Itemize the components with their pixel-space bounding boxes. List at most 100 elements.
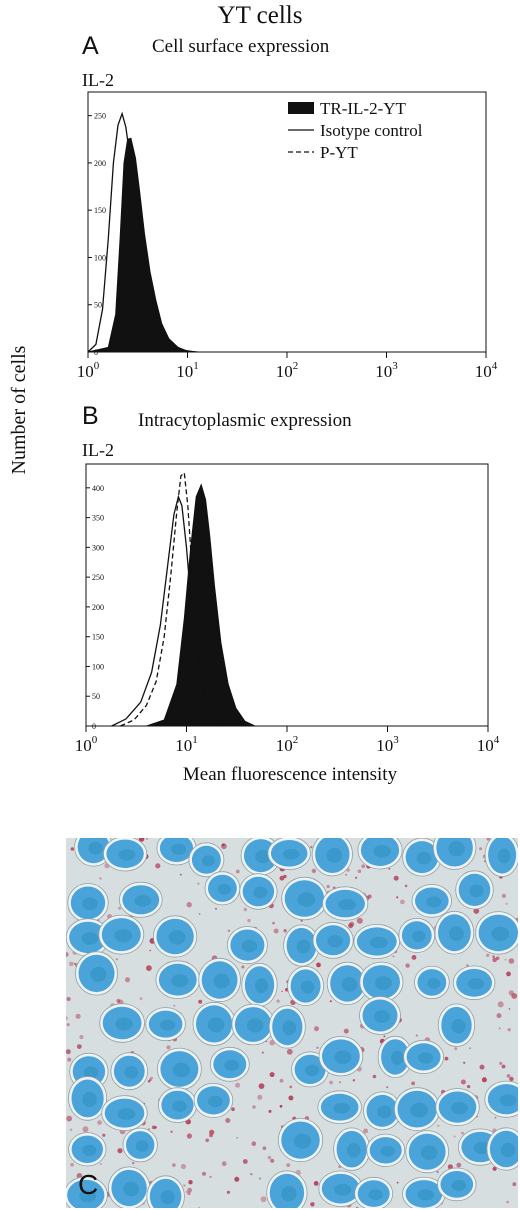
cell-nucleolus bbox=[497, 848, 511, 864]
cell-nucleolus bbox=[124, 1066, 139, 1079]
stain-speck bbox=[286, 1048, 293, 1055]
stain-speck bbox=[146, 965, 152, 971]
cell-nucleolus bbox=[254, 978, 269, 994]
stain-speck bbox=[272, 921, 275, 925]
series-solid-b bbox=[111, 494, 220, 727]
y-tick-label: 200 bbox=[94, 159, 106, 168]
cell-nucleolus bbox=[416, 851, 432, 865]
stain-speck bbox=[251, 1141, 257, 1146]
cell-nucleolus bbox=[300, 980, 315, 994]
stain-speck bbox=[183, 1184, 186, 1187]
cell-nucleolus bbox=[499, 1094, 517, 1107]
stain-speck bbox=[225, 1118, 231, 1123]
stain-speck bbox=[300, 919, 303, 922]
stain-speck bbox=[67, 1057, 72, 1062]
series-filled-a bbox=[87, 137, 199, 353]
cell-nucleolus bbox=[168, 930, 186, 945]
stain-speck bbox=[260, 1196, 267, 1203]
stain-speck bbox=[209, 1175, 212, 1179]
stain-speck bbox=[501, 1064, 506, 1069]
x-tick-label: 101 bbox=[175, 734, 198, 755]
stain-speck bbox=[479, 1064, 485, 1070]
stain-speck bbox=[467, 1085, 471, 1089]
cell-nucleolus bbox=[374, 1010, 390, 1023]
stain-speck bbox=[234, 1176, 240, 1182]
stain-speck bbox=[508, 1008, 511, 1010]
stain-speck bbox=[316, 962, 321, 968]
x-tick-label: 101 bbox=[176, 360, 199, 381]
stain-speck bbox=[221, 843, 227, 850]
micrograph-panel-c: C bbox=[66, 838, 518, 1208]
stain-speck bbox=[66, 997, 71, 1001]
cell-nucleolus bbox=[88, 841, 103, 855]
stain-speck bbox=[454, 1047, 458, 1051]
stain-speck bbox=[262, 1146, 267, 1150]
cell-nucleolus bbox=[217, 883, 231, 895]
x-tick-label: 104 bbox=[475, 360, 498, 381]
series-dashed-b bbox=[120, 471, 220, 727]
cell-nucleolus bbox=[224, 1059, 240, 1071]
cell-nucleolus bbox=[115, 1017, 133, 1031]
y-tick-label: 100 bbox=[92, 662, 104, 671]
cell-nucleolus bbox=[451, 1018, 466, 1034]
stain-speck bbox=[473, 908, 480, 914]
stain-speck bbox=[69, 961, 74, 967]
panel-a-marker-label: IL-2 bbox=[82, 70, 114, 90]
stain-speck bbox=[198, 999, 203, 1004]
stain-speck bbox=[279, 875, 285, 881]
cell-nucleolus bbox=[412, 930, 426, 943]
stain-speck bbox=[313, 1181, 319, 1186]
cell-nucleolus bbox=[296, 939, 311, 954]
cell-nucleolus bbox=[117, 1108, 136, 1120]
stain-speck bbox=[155, 863, 161, 869]
cell-nucleolus bbox=[82, 897, 98, 911]
cell-nucleolus bbox=[410, 1102, 428, 1118]
stain-speck bbox=[116, 998, 121, 1003]
stain-speck bbox=[492, 957, 498, 963]
stain-speck bbox=[242, 1159, 248, 1164]
cell-nucleolus bbox=[469, 884, 484, 898]
y-tick-label: 250 bbox=[92, 573, 104, 582]
cell-nucleolus bbox=[417, 1189, 435, 1201]
stain-speck bbox=[363, 1128, 369, 1134]
stain-speck bbox=[235, 1082, 241, 1088]
cell-nucleolus bbox=[83, 1066, 99, 1079]
stain-speck bbox=[197, 882, 200, 885]
stain-speck bbox=[276, 999, 280, 1003]
panel-a-letter: A bbox=[82, 32, 99, 60]
stain-speck bbox=[117, 1148, 123, 1154]
y-tick-label: 0 bbox=[94, 348, 98, 357]
stain-speck bbox=[453, 1135, 456, 1138]
stain-speck bbox=[99, 877, 102, 880]
stain-speck bbox=[231, 1107, 235, 1111]
stain-speck bbox=[118, 906, 122, 910]
stain-speck bbox=[186, 1133, 192, 1139]
y-tick-label: 350 bbox=[92, 514, 104, 523]
stain-speck bbox=[149, 949, 152, 952]
cell-nucleolus bbox=[390, 1050, 404, 1065]
series-solid-a bbox=[87, 111, 196, 353]
cell-nucleolus bbox=[420, 1145, 438, 1160]
cell-nucleolus bbox=[334, 1050, 352, 1064]
stain-speck bbox=[497, 1001, 504, 1008]
panel-b-letter: B bbox=[82, 402, 99, 430]
stain-speck bbox=[505, 902, 508, 905]
cell-nucleolus bbox=[326, 847, 342, 863]
stain-speck bbox=[66, 1115, 73, 1122]
legend-filled-label: TR-IL-2-YT bbox=[320, 99, 407, 118]
histogram-panel-b: 0 50 100 150 200 250 300 350 400 100 101 102 103 104 bbox=[75, 463, 500, 755]
stain-speck bbox=[221, 1161, 227, 1167]
cell-nucleolus bbox=[334, 1183, 352, 1196]
cell-nucleolus bbox=[491, 926, 510, 942]
stain-speck bbox=[102, 1133, 106, 1137]
stain-speck bbox=[146, 838, 148, 840]
stain-speck bbox=[404, 884, 408, 888]
stain-speck bbox=[214, 907, 218, 910]
y-tick-label: 150 bbox=[94, 206, 106, 215]
cell-nucleolus bbox=[305, 1064, 320, 1077]
stain-speck bbox=[460, 1079, 466, 1085]
stain-speck bbox=[469, 1047, 472, 1050]
stain-speck bbox=[125, 977, 130, 983]
x-tick-label: 100 bbox=[77, 360, 100, 381]
cell-nucleolus bbox=[448, 841, 465, 857]
